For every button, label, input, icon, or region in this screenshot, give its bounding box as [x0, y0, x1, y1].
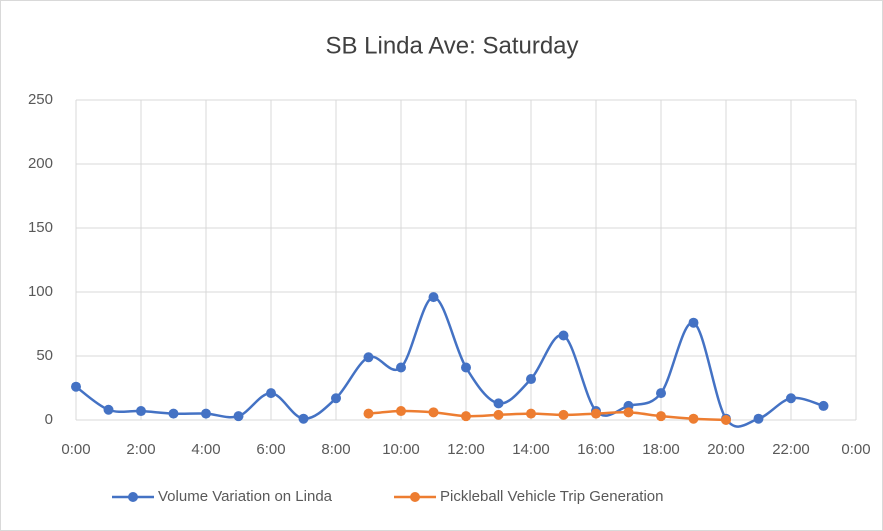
- data-point: [428, 292, 439, 303]
- data-point: [168, 408, 179, 419]
- data-point: [363, 408, 374, 419]
- y-tick-label: 0: [45, 411, 53, 428]
- data-point: [136, 406, 146, 417]
- data-point: [363, 352, 374, 363]
- data-point: [461, 411, 471, 422]
- x-tick-label: 20:00: [707, 441, 745, 458]
- legend-marker: [128, 492, 138, 502]
- x-tick-label: 2:00: [126, 441, 155, 458]
- data-point: [493, 409, 504, 420]
- data-point: [526, 408, 536, 419]
- data-point: [688, 413, 699, 424]
- data-point: [526, 374, 536, 385]
- y-tick-label: 150: [28, 219, 53, 236]
- data-point: [591, 408, 601, 419]
- data-point: [396, 406, 406, 417]
- data-point: [201, 408, 211, 419]
- y-tick-label: 50: [36, 347, 53, 364]
- x-tick-label: 12:00: [447, 441, 485, 458]
- data-point: [266, 388, 276, 399]
- x-tick-label: 0:00: [61, 441, 90, 458]
- data-point: [818, 400, 829, 411]
- data-point: [71, 381, 81, 392]
- data-point: [656, 411, 666, 422]
- x-tick-label: 4:00: [191, 441, 220, 458]
- x-tick-label: 10:00: [382, 441, 420, 458]
- x-tick-label: 6:00: [256, 441, 285, 458]
- legend-label: Volume Variation on Linda: [158, 488, 333, 505]
- data-point: [396, 362, 406, 373]
- x-tick-label: 16:00: [577, 441, 615, 458]
- data-point: [558, 330, 569, 341]
- data-point: [753, 413, 764, 424]
- chart-title: SB Linda Ave: Saturday: [325, 32, 578, 59]
- data-point: [233, 411, 244, 422]
- x-tick-label: 8:00: [321, 441, 350, 458]
- data-point: [623, 407, 634, 418]
- data-point: [298, 413, 309, 424]
- data-point: [331, 393, 341, 404]
- y-tick-label: 100: [28, 283, 53, 300]
- data-point: [688, 317, 699, 328]
- legend-marker: [410, 492, 421, 502]
- data-point: [721, 415, 731, 425]
- x-tick-label: 22:00: [772, 441, 810, 458]
- y-tick-label: 250: [28, 91, 53, 108]
- data-point: [428, 407, 439, 418]
- data-point: [493, 398, 504, 409]
- x-tick-label: 14:00: [512, 441, 550, 458]
- legend-label: Pickleball Vehicle Trip Generation: [440, 488, 663, 505]
- data-point: [656, 388, 666, 399]
- x-tick-label: 0:00: [841, 441, 870, 458]
- data-point: [103, 404, 114, 415]
- data-point: [558, 409, 569, 420]
- data-point: [786, 393, 796, 404]
- x-tick-label: 18:00: [642, 441, 680, 458]
- data-point: [461, 362, 471, 373]
- y-tick-label: 200: [28, 155, 53, 172]
